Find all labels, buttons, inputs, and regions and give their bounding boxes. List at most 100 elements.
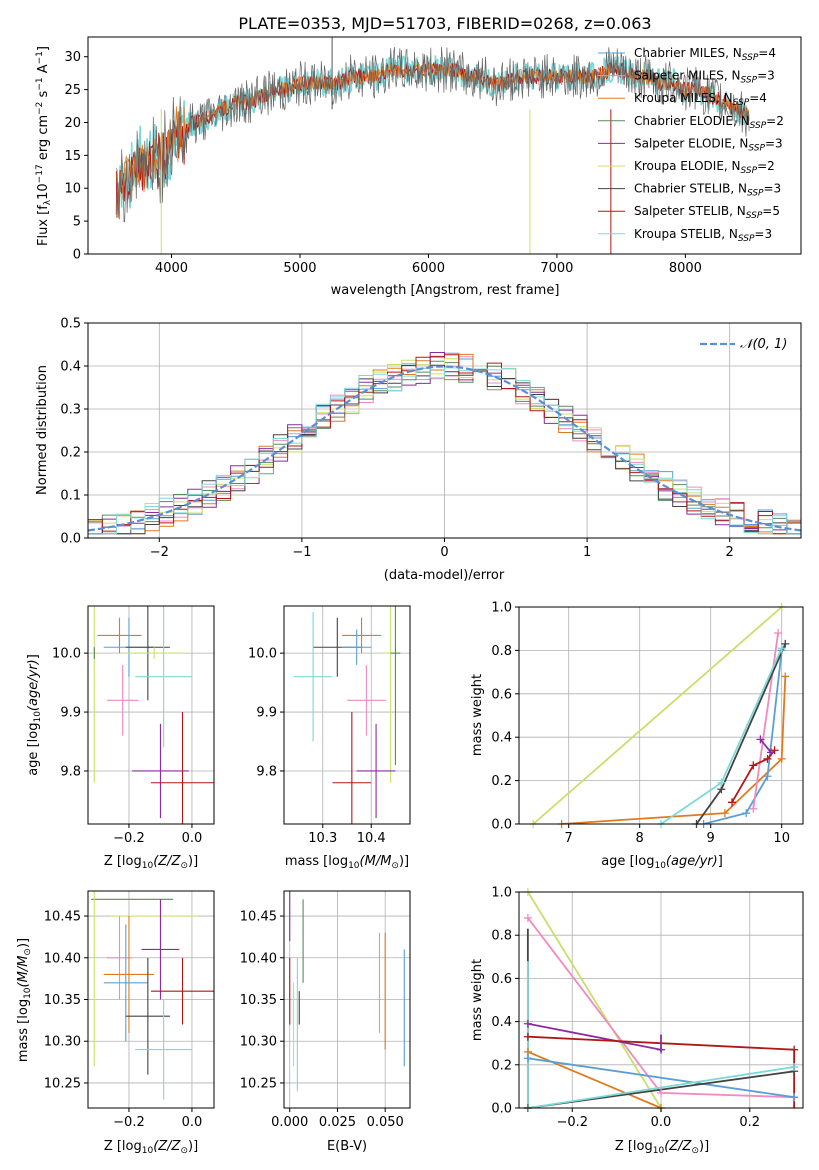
x-tick-label: 8 [636, 831, 644, 846]
z-vs-age-panel: −0.2 0.0 9.8 9.9 10.0 Z [log10(Z/Z⊙)] age [log… [26, 605, 215, 871]
spectrum-panel: 4000 5000 6000 7000 8000 0 5 10 15 20 25 30 waveleng… [35, 36, 802, 298]
y-tick-label: 9.8 [60, 764, 81, 779]
y-tick-label: 0.6 [491, 972, 512, 987]
x-axis-label: Z [log10(Z/Z⊙)] [615, 1139, 709, 1156]
weight-line [527, 892, 662, 1108]
y-tick-label: 0.8 [491, 929, 512, 944]
weight-marker [777, 644, 786, 653]
y-tick-label: 0.4 [491, 1015, 512, 1030]
plot-area [88, 352, 801, 535]
x-tick-label: 1 [583, 545, 591, 560]
x-axis-label: age [log10(age/yr)] [601, 854, 723, 871]
weight-marker [742, 809, 751, 818]
legend-entry: Salpeter MILES, NSSP=3 [634, 69, 775, 86]
y-tick-label: 9.9 [256, 706, 277, 721]
y-tick-label: 10.40 [240, 951, 277, 966]
z-vs-weight-panel: −0.2 0.0 0.2 0.0 0.2 0.4 0.6 0.8 1.0 Z [log10(Z/Z… [470, 886, 804, 1156]
weight-marker [523, 1019, 532, 1028]
x-tick-label: 7000 [540, 261, 573, 276]
weight-marker [717, 778, 726, 787]
plot-area [532, 607, 787, 824]
weight-marker [790, 1093, 799, 1102]
legend-entry: Chabrier ELODIE, NSSP=2 [634, 114, 784, 131]
plot-area [289, 891, 405, 1092]
weight-marker [657, 1045, 665, 1054]
y-tick-label: 10.0 [248, 647, 277, 662]
y-tick-label: 9.8 [256, 764, 277, 779]
mass-vs-age-panel: 10.3 10.4 9.8 9.9 10.0 mass [log10(M/M⊙)] [248, 605, 411, 871]
weight-marker [777, 754, 786, 763]
weight-marker [781, 639, 790, 648]
weight-marker [781, 672, 790, 681]
y-tick-label: 0.8 [491, 644, 512, 659]
y-tick-label: 0.4 [60, 360, 81, 375]
y-tick-label: 1.0 [491, 886, 512, 901]
y-tick-label: 0.5 [60, 317, 81, 332]
weight-marker [774, 629, 783, 638]
x-tick-label: −0.2 [556, 1115, 588, 1130]
weight-marker [523, 1032, 532, 1041]
y-tick-label: 10.25 [44, 1076, 81, 1091]
x-tick-label: 0.025 [319, 1115, 356, 1130]
weight-marker [657, 1088, 665, 1097]
plot-area [115, 37, 750, 254]
x-tick-label: 5000 [283, 261, 316, 276]
x-axis-label: mass [log10(M/M⊙)] [285, 854, 409, 871]
legend-entry: Kroupa MILES, NSSP=4 [634, 91, 767, 108]
plot-area [293, 606, 401, 824]
x-axis-label: Z [log10(Z/Z⊙)] [104, 854, 198, 871]
weight-marker [728, 798, 736, 807]
x-tick-label: −0.2 [113, 831, 145, 846]
legend-entry: Chabrier STELIB, NSSP=3 [634, 182, 781, 199]
legend-entry: 𝒩(0, 1) [740, 337, 787, 352]
y-tick-label: 0.3 [60, 403, 81, 418]
y-tick-label: 0.2 [491, 774, 512, 789]
y-axis-label: mass [log10(M/M⊙)] [16, 938, 33, 1062]
axes-frame [283, 605, 411, 825]
weight-marker [790, 1045, 799, 1054]
legend-entry: Kroupa ELODIE, NSSP=2 [634, 159, 775, 176]
x-axis-label: Z [log10(Z/Z⊙)] [104, 1139, 198, 1156]
weight-marker [763, 754, 772, 763]
weight-line [759, 738, 772, 753]
normal-curve [88, 365, 801, 532]
x-tick-label: 0.2 [739, 1115, 760, 1130]
legend-entry: Chabrier MILES, NSSP=4 [634, 46, 776, 63]
x-tick-label: 6000 [412, 261, 445, 276]
weight-line [703, 650, 783, 824]
weight-line [527, 1066, 795, 1108]
y-axis-label: age [log10(age/yr)] [26, 654, 43, 776]
axes-frame [87, 605, 215, 825]
ebv-vs-mass-panel: 0.000 0.025 0.050 10.25 10.30 10.35 10.40 10.45… [240, 890, 411, 1154]
y-tick-label: 0.1 [60, 489, 81, 504]
y-tick-label: 20 [64, 116, 81, 131]
x-axis-label: wavelength [Angstrom, rest frame] [331, 283, 560, 298]
spectrum-line [116, 46, 750, 223]
histogram-series [88, 367, 801, 535]
x-axis-label: E(B-V) [327, 1139, 367, 1154]
x-tick-label: 10.3 [308, 831, 337, 846]
y-tick-label: 1.0 [491, 601, 512, 616]
y-tick-label: 10.35 [240, 993, 277, 1008]
weight-line [532, 607, 783, 824]
y-tick-label: 30 [64, 50, 81, 65]
x-tick-label: 0.0 [182, 831, 203, 846]
z-vs-mass-panel: −0.2 0.0 10.25 10.30 10.35 10.40 10.45 Z [log10… [16, 890, 215, 1156]
figure-title: PLATE=0353, MJD=51703, FIBERID=0268, z=0… [238, 14, 651, 33]
x-tick-label: 0 [440, 545, 448, 560]
y-tick-label: 9.9 [60, 706, 81, 721]
x-tick-label: 10.4 [357, 831, 386, 846]
y-tick-label: 10.40 [44, 951, 81, 966]
legend-entry: Salpeter ELODIE, NSSP=3 [634, 136, 783, 153]
y-tick-label: 10.45 [44, 910, 81, 925]
histogram-series [88, 354, 801, 535]
weight-marker [523, 1054, 532, 1063]
x-tick-label: 9 [707, 831, 715, 846]
legend-entry: Salpeter STELIB, NSSP=5 [634, 204, 780, 221]
age-vs-weight-panel: 7 8 9 10 0.0 0.2 0.4 0.6 0.8 1.0 age [log10(age/yr… [470, 601, 804, 871]
x-tick-label: −2 [150, 545, 169, 560]
axes-frame [518, 606, 804, 825]
plot-area [91, 606, 214, 824]
y-tick-label: 0.4 [491, 731, 512, 746]
